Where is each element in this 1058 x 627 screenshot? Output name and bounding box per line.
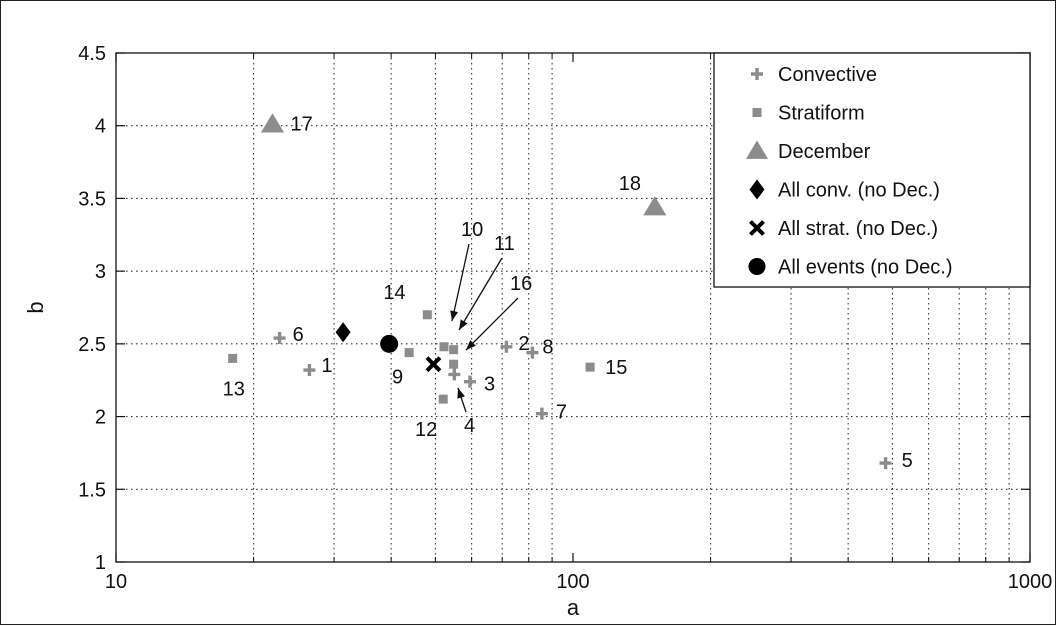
data-point-square-14: [422, 310, 432, 320]
point-label-9: 9: [392, 367, 403, 389]
point-label-12: 12: [415, 419, 437, 441]
legend-marker-circle: [748, 257, 766, 276]
point-label-11: 11: [494, 233, 515, 255]
arrow-head: [459, 319, 468, 330]
point-label-4: 4: [464, 415, 475, 437]
data-point-plus-2: [500, 340, 513, 353]
point-label-17: 17: [290, 113, 312, 135]
point-label-6: 6: [293, 324, 304, 346]
y-tick-label: 3.5: [78, 188, 106, 210]
point-label-14: 14: [383, 282, 405, 304]
data-point-x: [425, 356, 442, 373]
data-point-plus-5: [879, 457, 892, 470]
legend-marker-x: [749, 220, 765, 236]
data-point-square-9: [404, 348, 414, 358]
x-axis-label: a: [567, 595, 580, 620]
legend-marker-triangle: [746, 140, 768, 159]
legend-label: Stratiform: [778, 103, 865, 125]
arrow-head: [466, 340, 476, 350]
x-tick-label: 100: [556, 571, 589, 593]
data-point-triangle-18: [643, 196, 667, 216]
point-label-10: 10: [461, 219, 483, 241]
y-tick-label: 1.5: [78, 479, 106, 501]
x-tick-label: 10: [105, 571, 127, 593]
callout-line: [458, 257, 503, 331]
arrow-head: [457, 388, 465, 399]
point-label-5: 5: [902, 450, 913, 472]
data-point-square-12: [438, 394, 448, 404]
arrow-head: [450, 310, 459, 321]
point-label-1: 1: [321, 355, 332, 377]
data-point-circle: [380, 334, 399, 353]
data-point-plus-3: [463, 375, 476, 388]
point-label-15: 15: [605, 357, 627, 379]
point-label-3: 3: [484, 374, 495, 396]
data-point-plus-8: [526, 346, 539, 359]
legend-marker-square: [752, 108, 762, 117]
legend-label: All conv. (no Dec.): [778, 180, 940, 202]
y-tick-label: 1: [95, 552, 106, 574]
callout-line: [465, 297, 519, 351]
legend-marker-diamond: [749, 179, 765, 200]
data-point-plus-1: [303, 364, 316, 377]
y-tick-label: 4: [95, 116, 106, 138]
data-point-square-11: [449, 345, 459, 355]
point-label-8: 8: [542, 337, 553, 359]
y-axis-label: b: [23, 301, 48, 313]
y-tick-label: 2.5: [78, 334, 106, 356]
legend-label: December: [778, 141, 871, 163]
legend-marker-plus: [751, 68, 763, 80]
x-tick-label: 1000: [1008, 571, 1053, 593]
data-point-square-13: [228, 353, 238, 363]
data-point-diamond: [335, 322, 351, 343]
data-point-square-16: [449, 359, 459, 369]
point-label-13: 13: [223, 378, 245, 400]
data-point-square-10: [439, 342, 449, 352]
y-tick-label: 4.5: [78, 43, 106, 65]
point-label-7: 7: [556, 402, 567, 424]
data-points: [228, 113, 892, 470]
tick-labels: 10 100 1000 1 1.5 2 2.5 3 3.5 4 4.5: [78, 43, 1052, 593]
callout-line: [451, 243, 470, 322]
axis-ticks: [115, 52, 1031, 563]
data-point-plus-6: [273, 332, 286, 345]
point-label-18: 18: [619, 173, 641, 195]
legend: Convective Stratiform December All conv. (n…: [713, 52, 1031, 288]
legend-label: Convective: [778, 64, 877, 86]
data-point-triangle-17: [260, 113, 285, 133]
data-point-plus-4: [448, 368, 461, 381]
legend-label: All events (no Dec.): [778, 257, 953, 279]
y-tick-label: 3: [95, 261, 106, 283]
y-tick-label: 2: [95, 407, 106, 429]
point-label-16: 16: [510, 273, 532, 295]
point-label-2: 2: [518, 333, 529, 355]
legend-box: [713, 52, 1031, 288]
legend-label: All strat. (no Dec.): [778, 218, 938, 240]
data-point-plus-7: [535, 407, 548, 420]
data-point-square-15: [585, 362, 595, 372]
